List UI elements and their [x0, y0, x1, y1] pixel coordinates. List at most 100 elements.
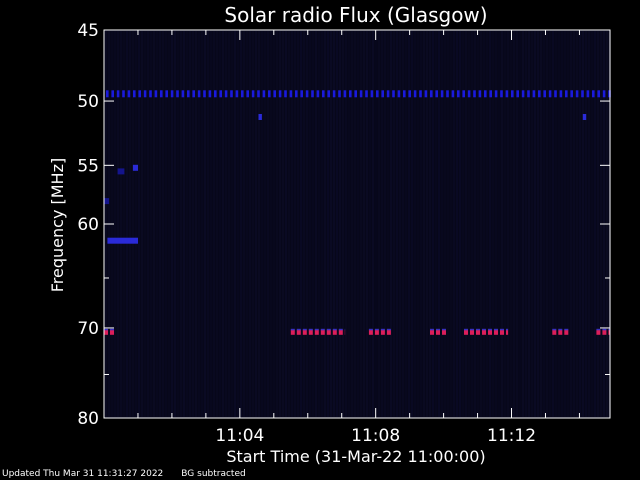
emission-band-dot — [235, 90, 239, 98]
texture-column — [375, 31, 377, 417]
emission-band-segment — [430, 329, 434, 335]
emission-band-dot — [300, 90, 303, 98]
texture-column — [156, 31, 158, 417]
texture-column — [510, 31, 512, 417]
emission-band-dot — [451, 90, 455, 98]
texture-column — [504, 31, 506, 417]
emission-band-segment — [368, 329, 373, 335]
emission-band-dot — [446, 90, 449, 98]
emission-band-dot — [538, 90, 541, 98]
texture-column — [546, 31, 548, 417]
texture-column — [567, 31, 569, 417]
emission-band-dot — [187, 90, 190, 98]
texture-column — [366, 31, 368, 417]
y-axis-label: Frequency [MHz] — [48, 158, 67, 292]
emission-band-dot — [532, 90, 536, 98]
texture-column — [234, 31, 236, 417]
emission-band-segment — [470, 329, 474, 335]
emission-band-segment — [308, 329, 313, 335]
texture-column — [393, 31, 395, 417]
texture-column — [324, 31, 326, 417]
emission-band-edge — [464, 328, 468, 331]
emission-band-dot — [581, 90, 584, 98]
emission-band-dot — [565, 90, 568, 98]
emission-band-segment — [110, 329, 114, 335]
bg-subtracted-note: BG subtracted — [181, 469, 246, 479]
emission-band-dot — [424, 90, 428, 98]
texture-column — [579, 31, 581, 417]
emission-band-edge — [476, 328, 480, 331]
texture-column — [552, 31, 554, 417]
emission-band-dot — [316, 90, 320, 98]
emission-band-edge — [608, 328, 610, 331]
texture-column — [537, 31, 539, 417]
texture-column — [282, 31, 284, 417]
emission-band-dot — [219, 90, 222, 98]
emission-band-dot — [602, 90, 606, 98]
texture-column — [459, 31, 461, 417]
texture-column — [435, 31, 437, 417]
texture-column — [315, 31, 317, 417]
texture-column — [303, 31, 305, 417]
emission-band-dot — [208, 90, 212, 98]
emission-band-dot — [592, 90, 595, 98]
texture-column — [522, 31, 524, 417]
emission-band-dot — [570, 90, 573, 98]
texture-column — [525, 31, 527, 417]
texture-column — [486, 31, 488, 417]
texture-column — [192, 31, 194, 417]
texture-column — [570, 31, 572, 417]
texture-column — [321, 31, 323, 417]
emission-band-dot — [111, 90, 114, 98]
texture-column — [408, 31, 410, 417]
emission-band-dot — [160, 90, 163, 98]
emission-band-segment — [602, 329, 607, 335]
emission-band-dot — [338, 90, 341, 98]
emission-band-edge — [380, 328, 385, 331]
texture-column — [120, 31, 122, 417]
texture-column — [153, 31, 155, 417]
emission-band-dot — [359, 90, 363, 98]
texture-column — [150, 31, 152, 417]
texture-column — [345, 31, 347, 417]
texture-column — [117, 31, 119, 417]
emission-band-dot — [484, 90, 487, 98]
emission-band-segment — [290, 329, 295, 335]
emission-band-dot — [246, 90, 249, 98]
texture-column — [327, 31, 329, 417]
x-tick-label: 11:12 — [487, 426, 536, 446]
emission-band-segment — [436, 329, 440, 335]
texture-column — [273, 31, 275, 417]
texture-column — [228, 31, 230, 417]
texture-column — [543, 31, 545, 417]
texture-column — [531, 31, 533, 417]
texture-column — [144, 31, 146, 417]
emission-patch — [132, 164, 138, 171]
texture-column — [453, 31, 455, 417]
emission-band-dot — [327, 90, 330, 98]
emission-band-edge — [430, 328, 434, 331]
texture-column — [558, 31, 560, 417]
emission-band-dot — [278, 90, 282, 98]
texture-column — [351, 31, 353, 417]
texture-column — [201, 31, 203, 417]
emission-band-dot — [478, 90, 482, 98]
texture-column — [264, 31, 266, 417]
emission-band-dot — [386, 90, 390, 98]
texture-column — [180, 31, 182, 417]
texture-column — [384, 31, 386, 417]
emission-band-segment — [500, 329, 504, 335]
emission-band-dot — [154, 90, 158, 98]
emission-band-edge — [488, 328, 492, 331]
emission-band-dot — [575, 90, 579, 98]
emission-band-dot — [430, 90, 433, 98]
emission-band-dot — [500, 90, 503, 98]
texture-column — [402, 31, 404, 417]
emission-band-edge — [368, 328, 373, 331]
texture-column — [186, 31, 188, 417]
texture-column — [414, 31, 416, 417]
texture-column — [480, 31, 482, 417]
texture-column — [213, 31, 215, 417]
emission-band-segment — [596, 329, 601, 335]
emission-band-dot — [268, 90, 271, 98]
